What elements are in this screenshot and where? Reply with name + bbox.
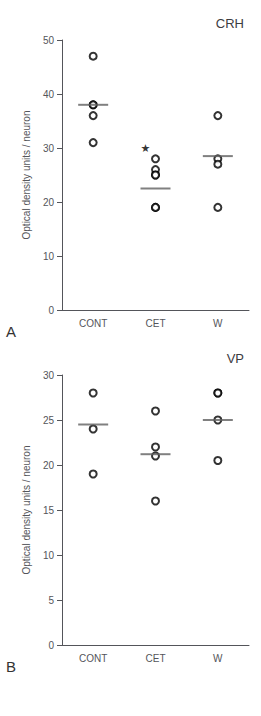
svg-text:0: 0: [48, 640, 54, 651]
svg-text:W: W: [213, 318, 223, 329]
svg-text:50: 50: [43, 35, 55, 46]
svg-text:B: B: [6, 658, 16, 675]
svg-text:VP: VP: [227, 351, 244, 366]
svg-text:CRH: CRH: [216, 16, 244, 31]
svg-text:Optical density units / neuron: Optical density units / neuron: [21, 111, 32, 240]
svg-text:20: 20: [43, 197, 55, 208]
svg-text:A: A: [6, 323, 16, 340]
svg-text:15: 15: [43, 505, 55, 516]
svg-text:W: W: [213, 653, 223, 664]
svg-text:20: 20: [43, 460, 55, 471]
svg-text:30: 30: [43, 370, 55, 381]
svg-text:25: 25: [43, 415, 55, 426]
svg-text:Optical density units / neuron: Optical density units / neuron: [21, 446, 32, 575]
svg-text:0: 0: [48, 305, 54, 316]
svg-text:CONT: CONT: [79, 318, 107, 329]
svg-text:CET: CET: [146, 653, 166, 664]
svg-text:40: 40: [43, 89, 55, 100]
svg-text:10: 10: [43, 550, 55, 561]
svg-text:CONT: CONT: [79, 653, 107, 664]
svg-text:10: 10: [43, 251, 55, 262]
svg-text:5: 5: [48, 595, 54, 606]
svg-text:30: 30: [43, 143, 55, 154]
svg-text:★: ★: [141, 142, 151, 154]
svg-text:CET: CET: [146, 318, 166, 329]
